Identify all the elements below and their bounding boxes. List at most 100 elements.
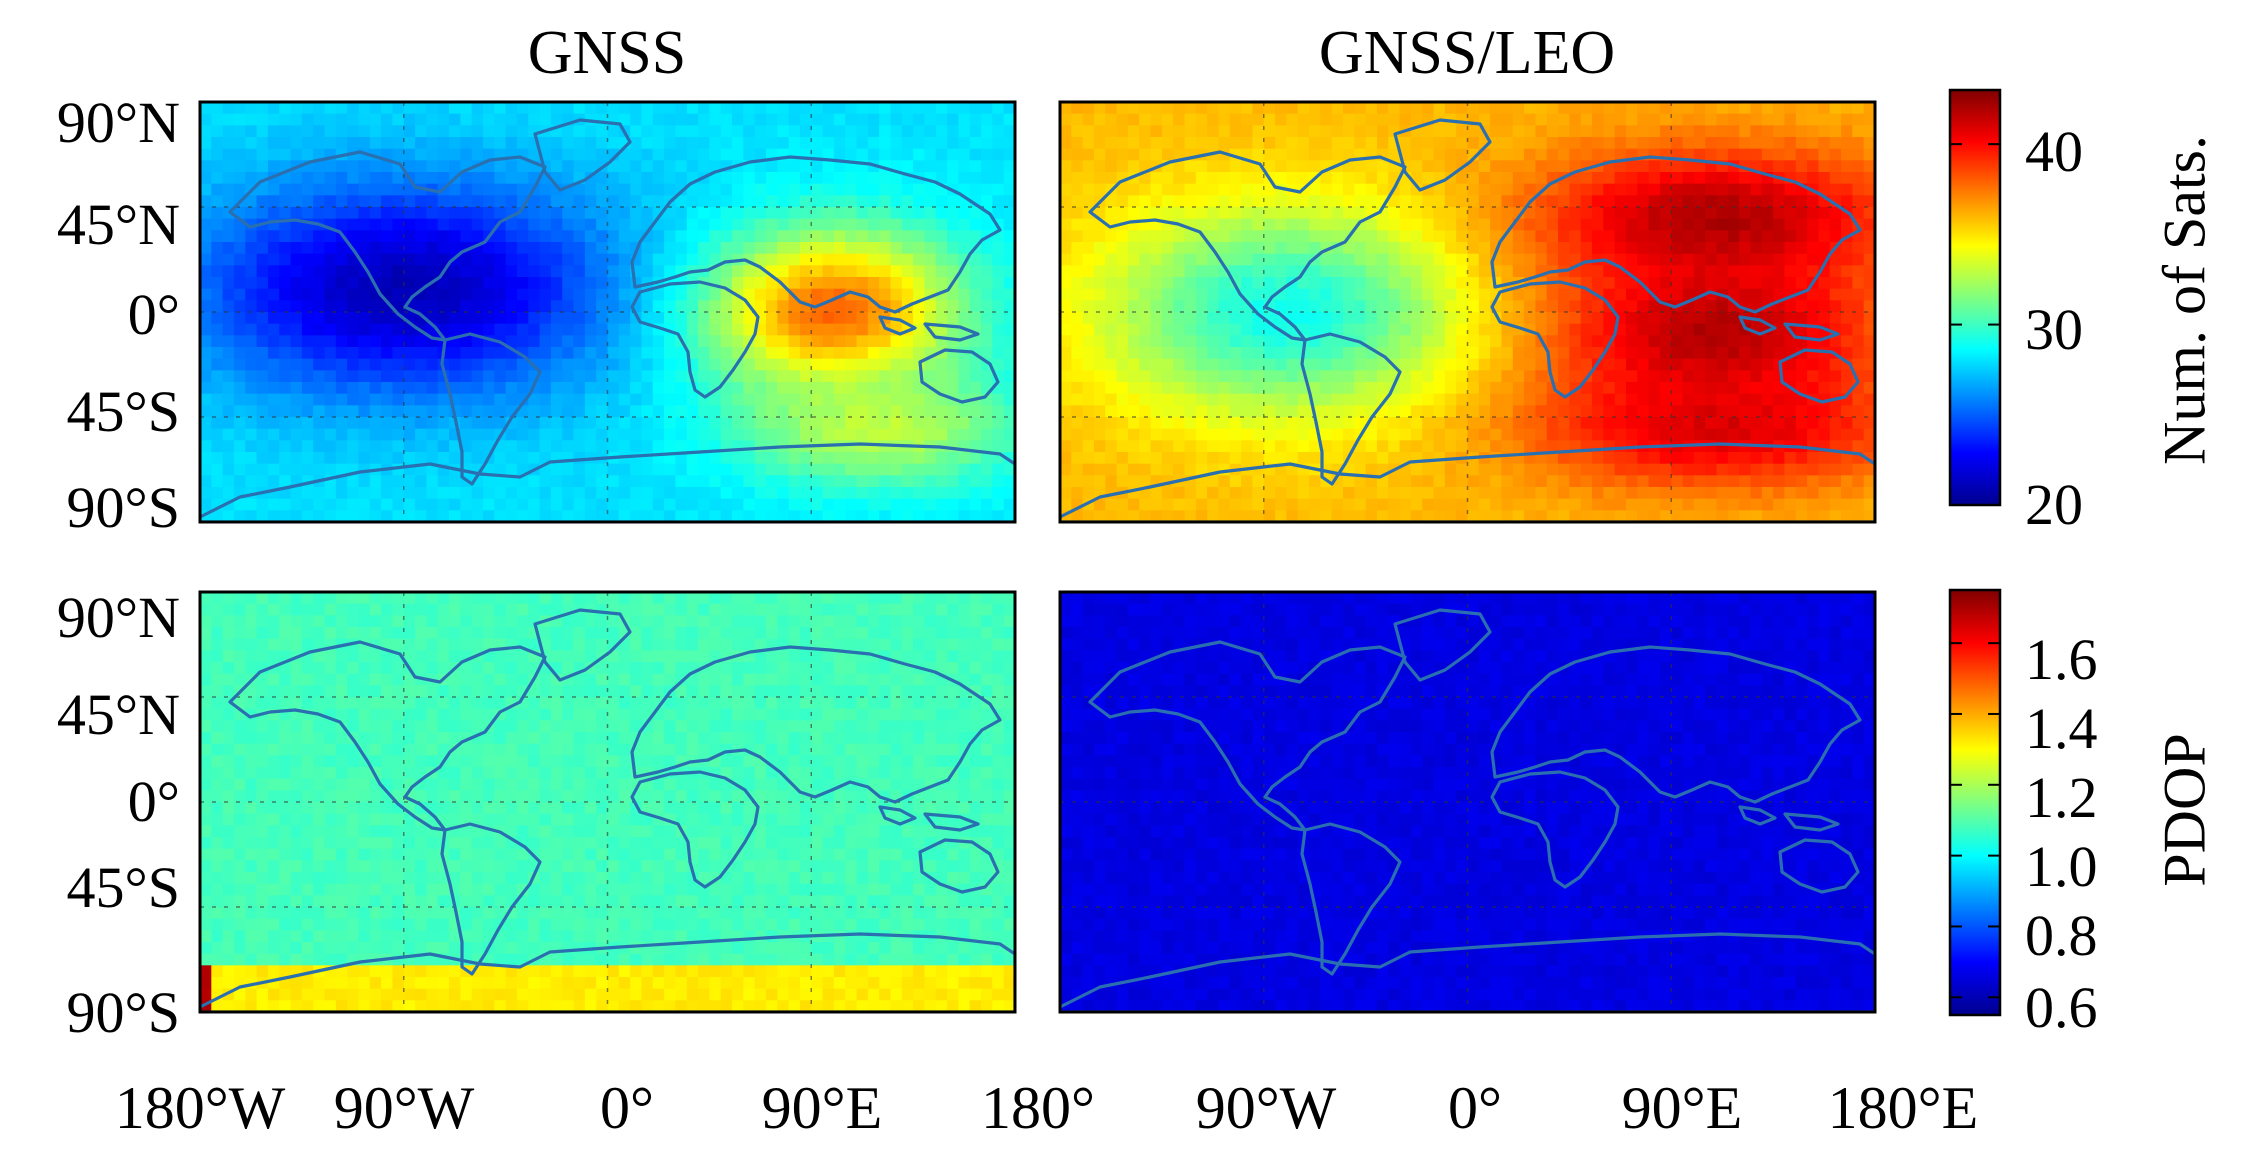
heatmap-cell bbox=[1116, 347, 1129, 360]
heatmap-cell bbox=[1161, 172, 1174, 185]
heatmap-cell bbox=[267, 207, 280, 220]
heatmap-cell bbox=[947, 498, 959, 511]
heatmap-cell bbox=[1105, 323, 1118, 336]
heatmap-cell bbox=[1252, 113, 1265, 126]
heatmap-cell bbox=[1229, 405, 1242, 418]
heatmap-cell bbox=[935, 323, 948, 336]
heatmap-cell bbox=[630, 265, 643, 278]
heatmap-cell bbox=[290, 125, 303, 138]
heatmap-cell bbox=[256, 498, 269, 511]
heatmap-cell bbox=[562, 242, 575, 255]
heatmap-cell bbox=[833, 195, 846, 208]
heatmap-cell bbox=[1275, 253, 1287, 266]
heatmap-cell bbox=[301, 393, 314, 406]
heatmap-cell bbox=[562, 137, 575, 150]
heatmap-cell bbox=[415, 160, 427, 173]
heatmap-cell bbox=[1637, 137, 1650, 150]
heatmap-cell bbox=[1003, 207, 1015, 220]
heatmap-cell bbox=[1659, 335, 1672, 348]
heatmap-cell bbox=[528, 498, 541, 511]
heatmap-cell bbox=[290, 393, 303, 406]
heatmap-cell bbox=[1569, 218, 1582, 231]
heatmap-cell bbox=[1127, 335, 1140, 348]
heatmap-cell bbox=[482, 382, 495, 395]
heatmap-cell bbox=[743, 323, 756, 336]
heatmap-cell bbox=[1127, 160, 1140, 173]
heatmap-cell bbox=[641, 172, 654, 185]
heatmap-cell bbox=[1682, 393, 1695, 406]
heatmap-cell bbox=[1727, 137, 1740, 150]
heatmap-cell bbox=[811, 393, 824, 406]
heatmap-cell bbox=[720, 102, 733, 115]
heatmap-cell bbox=[1637, 242, 1650, 255]
heatmap-cell bbox=[1173, 148, 1186, 161]
heatmap-cell bbox=[664, 335, 677, 348]
heatmap-cell bbox=[890, 113, 903, 126]
heatmap-cell bbox=[947, 428, 959, 441]
heatmap-cell bbox=[845, 288, 858, 301]
heatmap-cell bbox=[1060, 265, 1072, 278]
heatmap-cell bbox=[1388, 113, 1401, 126]
heatmap-cell bbox=[799, 242, 812, 255]
heatmap-cell bbox=[1161, 277, 1174, 290]
heatmap-cell bbox=[935, 417, 948, 430]
heatmap-cell bbox=[1546, 475, 1559, 488]
heatmap-cell bbox=[969, 183, 982, 196]
heatmap-cell bbox=[1773, 102, 1786, 115]
heatmap-cell bbox=[856, 172, 869, 185]
heatmap-cell bbox=[992, 382, 1005, 395]
heatmap-cell bbox=[392, 288, 405, 301]
heatmap-cell bbox=[1784, 125, 1797, 138]
heatmap-cell bbox=[1625, 382, 1638, 395]
heatmap-cell bbox=[641, 113, 654, 126]
heatmap-cell bbox=[1354, 218, 1367, 231]
heatmap-cell bbox=[992, 393, 1005, 406]
heatmap-cell bbox=[245, 393, 258, 406]
heatmap-cell bbox=[969, 207, 982, 220]
heatmap-cell bbox=[913, 510, 926, 522]
heatmap-cell bbox=[1637, 452, 1650, 465]
heatmap-cell bbox=[1286, 218, 1299, 231]
heatmap-cell bbox=[460, 405, 473, 418]
heatmap-cell bbox=[981, 428, 993, 441]
heatmap-cell bbox=[245, 452, 258, 465]
heatmap-cell bbox=[267, 323, 280, 336]
heatmap-cell bbox=[607, 487, 620, 500]
heatmap-cell bbox=[1829, 277, 1842, 290]
heatmap-cell bbox=[709, 125, 722, 138]
heatmap-cell bbox=[1286, 347, 1299, 360]
heatmap-cell bbox=[1671, 160, 1684, 173]
heatmap-cell bbox=[1580, 102, 1593, 115]
heatmap-cell bbox=[1184, 125, 1197, 138]
heatmap-cell bbox=[958, 172, 971, 185]
panel-gnss-leo-num-sats bbox=[1060, 102, 1875, 522]
heatmap-cell bbox=[935, 452, 948, 465]
heatmap-cell bbox=[369, 417, 382, 430]
heatmap-cell bbox=[573, 510, 586, 522]
heatmap-cell bbox=[1637, 323, 1650, 336]
heatmap-cell bbox=[335, 300, 348, 313]
heatmap-cell bbox=[1705, 218, 1718, 231]
heatmap-cell bbox=[1750, 370, 1763, 383]
heatmap-cell bbox=[301, 183, 314, 196]
heatmap-cell bbox=[1150, 452, 1163, 465]
heatmap-cell bbox=[1275, 160, 1287, 173]
heatmap-cell bbox=[1399, 113, 1412, 126]
heatmap-cell bbox=[958, 510, 971, 522]
heatmap-cell bbox=[935, 475, 948, 488]
heatmap-cell bbox=[935, 463, 948, 476]
heatmap-cell bbox=[449, 428, 461, 441]
heatmap-cell bbox=[482, 172, 495, 185]
heatmap-cell bbox=[1241, 335, 1254, 348]
heatmap-cell bbox=[1829, 358, 1842, 371]
heatmap-cell bbox=[1467, 218, 1480, 231]
heatmap-cell bbox=[1184, 370, 1197, 383]
heatmap-cell bbox=[1354, 405, 1367, 418]
heatmap-cell bbox=[1750, 265, 1763, 278]
heatmap-cell bbox=[1433, 137, 1446, 150]
heatmap-cell bbox=[1331, 172, 1344, 185]
heatmap-cell bbox=[652, 487, 665, 500]
heatmap-cell bbox=[732, 510, 744, 522]
heatmap-cell bbox=[1512, 207, 1525, 220]
heatmap-cell bbox=[1852, 148, 1865, 161]
